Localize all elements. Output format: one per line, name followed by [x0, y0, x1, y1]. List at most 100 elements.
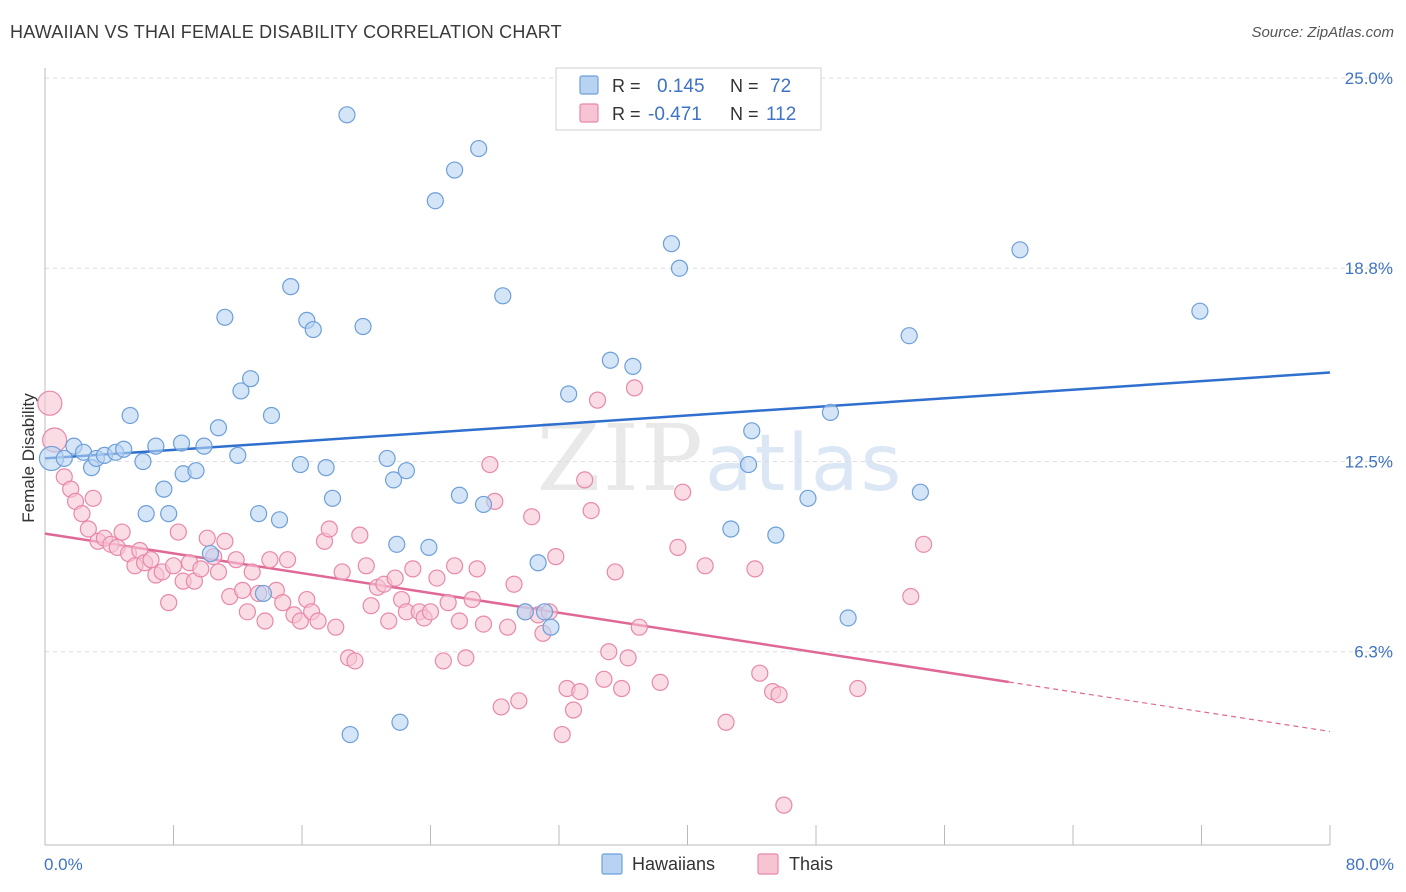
point-hawaiians: [201, 544, 220, 563]
point-hawaiians: [470, 139, 488, 158]
point-thais: [674, 483, 692, 501]
point-thais: [309, 612, 327, 630]
point-hawaiians: [535, 603, 554, 621]
point-thais: [746, 560, 764, 578]
point-hawaiians: [378, 449, 396, 468]
point-hawaiians: [172, 434, 191, 452]
point-hawaiians: [155, 480, 173, 498]
point-thais: [333, 563, 351, 581]
point-thais: [439, 594, 457, 612]
point-thais: [630, 618, 648, 636]
point-thais: [474, 615, 493, 633]
point-hawaiians: [743, 422, 761, 440]
point-thais: [770, 686, 788, 704]
point-thais: [595, 670, 613, 688]
point-hawaiians: [391, 713, 409, 731]
point-hawaiians: [242, 370, 260, 388]
y-tick-label: 12.5%: [1345, 453, 1393, 472]
point-thais: [233, 581, 252, 599]
point-hawaiians: [799, 489, 817, 507]
point-hawaiians: [354, 317, 372, 336]
point-thais: [775, 796, 793, 814]
point-thais: [450, 612, 469, 630]
hawaiians-points: [38, 106, 1209, 744]
point-hawaiians: [137, 505, 155, 523]
point-thais: [142, 551, 160, 569]
point-hawaiians: [494, 287, 512, 305]
x-tick-label-min: 0.0%: [44, 855, 83, 874]
point-hawaiians: [147, 437, 165, 455]
point-thais: [588, 391, 607, 409]
point-hawaiians: [55, 449, 73, 468]
point-thais: [751, 664, 769, 682]
point-thais: [160, 594, 178, 612]
point-hawaiians: [317, 459, 335, 477]
point-thais: [357, 557, 375, 575]
point-thais: [606, 563, 624, 581]
point-hawaiians: [601, 351, 620, 369]
point-hawaiians: [304, 320, 322, 339]
point-hawaiians: [474, 495, 493, 514]
point-thais: [696, 557, 714, 575]
point-thais: [320, 520, 338, 538]
point-hawaiians: [516, 603, 534, 621]
point-thais: [651, 673, 669, 691]
point-hawaiians: [291, 455, 309, 474]
point-thais: [915, 535, 933, 553]
point-thais: [600, 643, 618, 661]
point-hawaiians: [115, 440, 133, 458]
point-thais: [227, 551, 245, 569]
point-hawaiians: [209, 419, 228, 437]
point-thais: [468, 560, 486, 578]
point-thais: [428, 569, 446, 587]
point-thais: [243, 563, 261, 581]
point-hawaiians: [229, 446, 247, 464]
point-hawaiians: [397, 462, 416, 480]
series-legend-label-thais: Thais: [789, 854, 833, 874]
point-hawaiians: [1011, 241, 1029, 259]
point-thais: [79, 520, 97, 538]
x-tick-label-max: 80.0%: [1346, 855, 1394, 874]
point-thais: [434, 652, 452, 670]
legend-n-label-thais: N =: [730, 104, 759, 124]
point-thais: [192, 560, 210, 578]
point-thais: [576, 471, 594, 489]
point-thais: [510, 692, 528, 710]
point-hawaiians: [1191, 302, 1209, 320]
source-credit: Source: ZipAtlas.com: [1251, 24, 1394, 41]
point-hawaiians: [767, 526, 785, 544]
point-thais: [571, 682, 589, 701]
point-thais: [669, 538, 687, 557]
point-thais: [481, 455, 499, 474]
point-thais: [457, 649, 475, 667]
point-thais: [421, 603, 440, 621]
point-thais: [209, 563, 228, 581]
point-thais: [291, 612, 309, 630]
legend-r-value-thais: -0.471: [648, 104, 702, 125]
point-hawaiians: [560, 385, 578, 403]
point-thais: [849, 679, 867, 698]
point-thais: [362, 597, 380, 615]
point-hawaiians: [384, 471, 403, 489]
point-thais: [164, 557, 183, 575]
point-thais: [386, 569, 404, 587]
trend-line-extension-thais: [1008, 681, 1331, 733]
point-hawaiians: [426, 192, 444, 210]
point-hawaiians: [670, 259, 689, 277]
point-thais: [619, 649, 637, 667]
point-thais: [463, 590, 481, 609]
point-hawaiians: [262, 406, 281, 425]
point-hawaiians: [900, 327, 918, 345]
legend-n-value-thais: 112: [766, 104, 796, 125]
y-tick-label: 25.0%: [1345, 69, 1393, 88]
point-hawaiians: [388, 535, 406, 553]
point-thais: [256, 612, 274, 630]
point-thais: [346, 652, 364, 670]
y-tick-label: 6.3%: [1354, 643, 1393, 662]
point-hawaiians: [250, 505, 268, 523]
point-thais: [84, 489, 102, 507]
series-legend-label-hawaiians: Hawaiians: [632, 854, 715, 874]
point-thais: [274, 594, 292, 612]
legend-r-label-thais: R =: [612, 104, 641, 124]
point-hawaiians: [195, 437, 213, 455]
